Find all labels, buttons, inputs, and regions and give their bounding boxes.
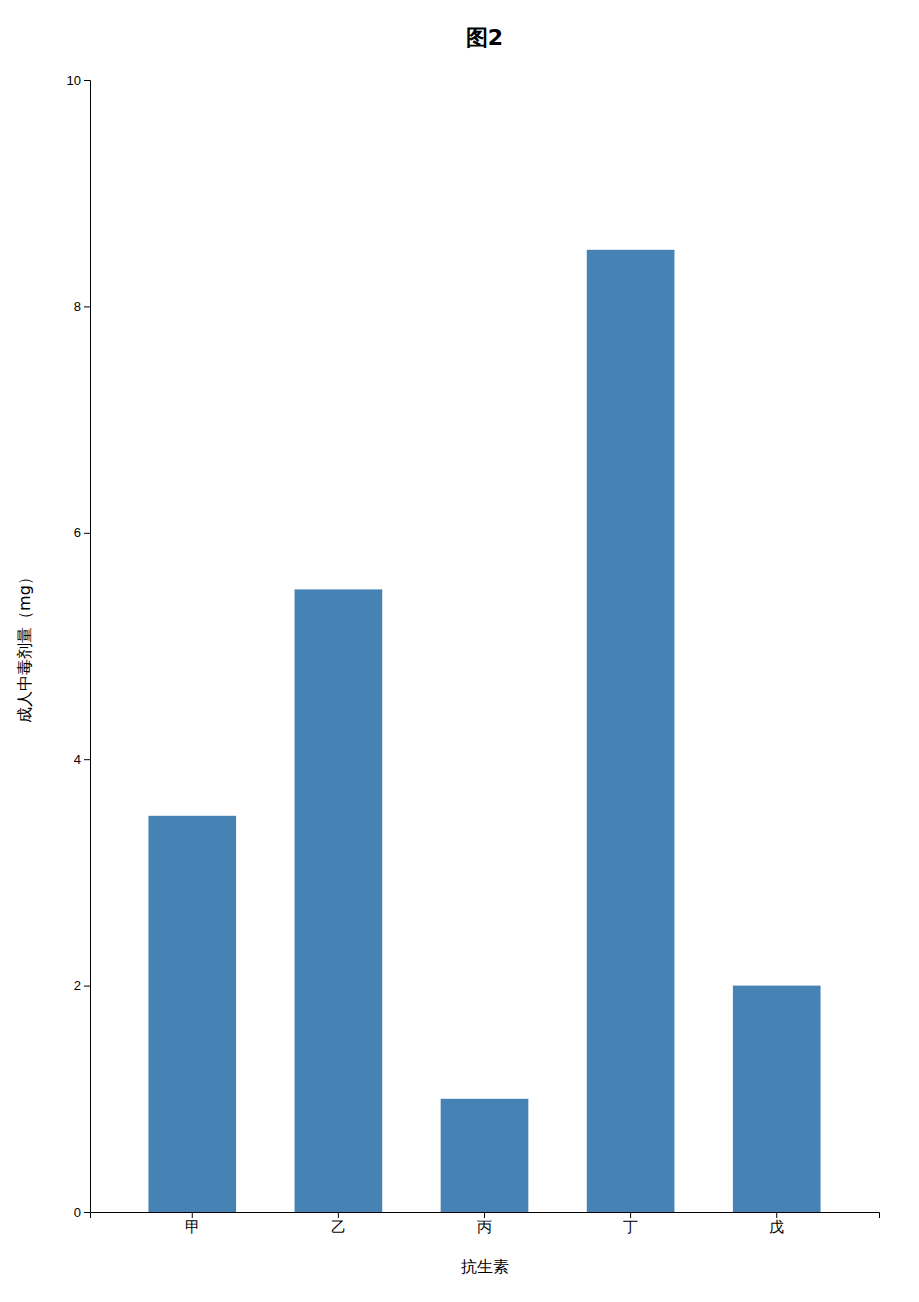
y-tick-label: 10 (67, 73, 81, 88)
y-tick-mark (84, 986, 90, 987)
y-tick: 10 (67, 73, 90, 88)
y-tick: 4 (74, 752, 90, 767)
x-tick: 丙 (477, 1212, 492, 1235)
y-tick: 0 (74, 1205, 90, 1220)
y-tick-label: 4 (74, 752, 81, 767)
x-tick-label: 乙 (331, 1218, 346, 1235)
x-tick-label: 丙 (477, 1218, 492, 1235)
y-tick-label: 6 (74, 525, 81, 540)
bar (587, 250, 675, 1212)
x-tick: 甲 (185, 1212, 200, 1235)
x-axis: 甲乙丙丁戊 (91, 1212, 880, 1235)
y-tick: 2 (74, 978, 90, 993)
y-tick-label: 2 (74, 978, 81, 993)
x-tick: 乙 (331, 1212, 346, 1235)
y-tick-mark (84, 1212, 90, 1213)
y-tick-mark (84, 759, 90, 760)
x-tick: 丁 (623, 1212, 638, 1235)
y-tick-label: 8 (74, 299, 81, 314)
bar (295, 589, 383, 1212)
bar (441, 1099, 529, 1212)
y-tick: 8 (74, 299, 90, 314)
bars (148, 250, 820, 1212)
plot-area: 0 2 4 6 8 10 甲 乙 丙 丁 戊 (67, 73, 880, 1235)
y-tick-mark (84, 533, 90, 534)
chart-title: 图2 (466, 25, 503, 50)
x-tick-label: 甲 (185, 1218, 200, 1235)
x-tick: 戊 (769, 1212, 784, 1235)
x-axis-title: 抗生素 (461, 1257, 509, 1276)
y-tick-mark (84, 80, 90, 81)
chart-svg: 0 2 4 6 8 10 甲 乙 丙 丁 戊 图2 抗生素 成人中毒剂量（mg） (0, 0, 919, 1302)
bar (733, 986, 821, 1212)
y-tick-mark (84, 306, 90, 307)
y-axis: 0 2 4 6 8 10 (67, 73, 91, 1220)
y-axis-line (84, 81, 91, 1213)
y-tick-label: 0 (74, 1205, 81, 1220)
x-tick-label: 丁 (623, 1218, 638, 1235)
y-axis-title: 成人中毒剂量（mg） (15, 569, 34, 723)
bar (148, 816, 236, 1212)
y-tick: 6 (74, 525, 90, 540)
x-tick-label: 戊 (769, 1218, 784, 1235)
